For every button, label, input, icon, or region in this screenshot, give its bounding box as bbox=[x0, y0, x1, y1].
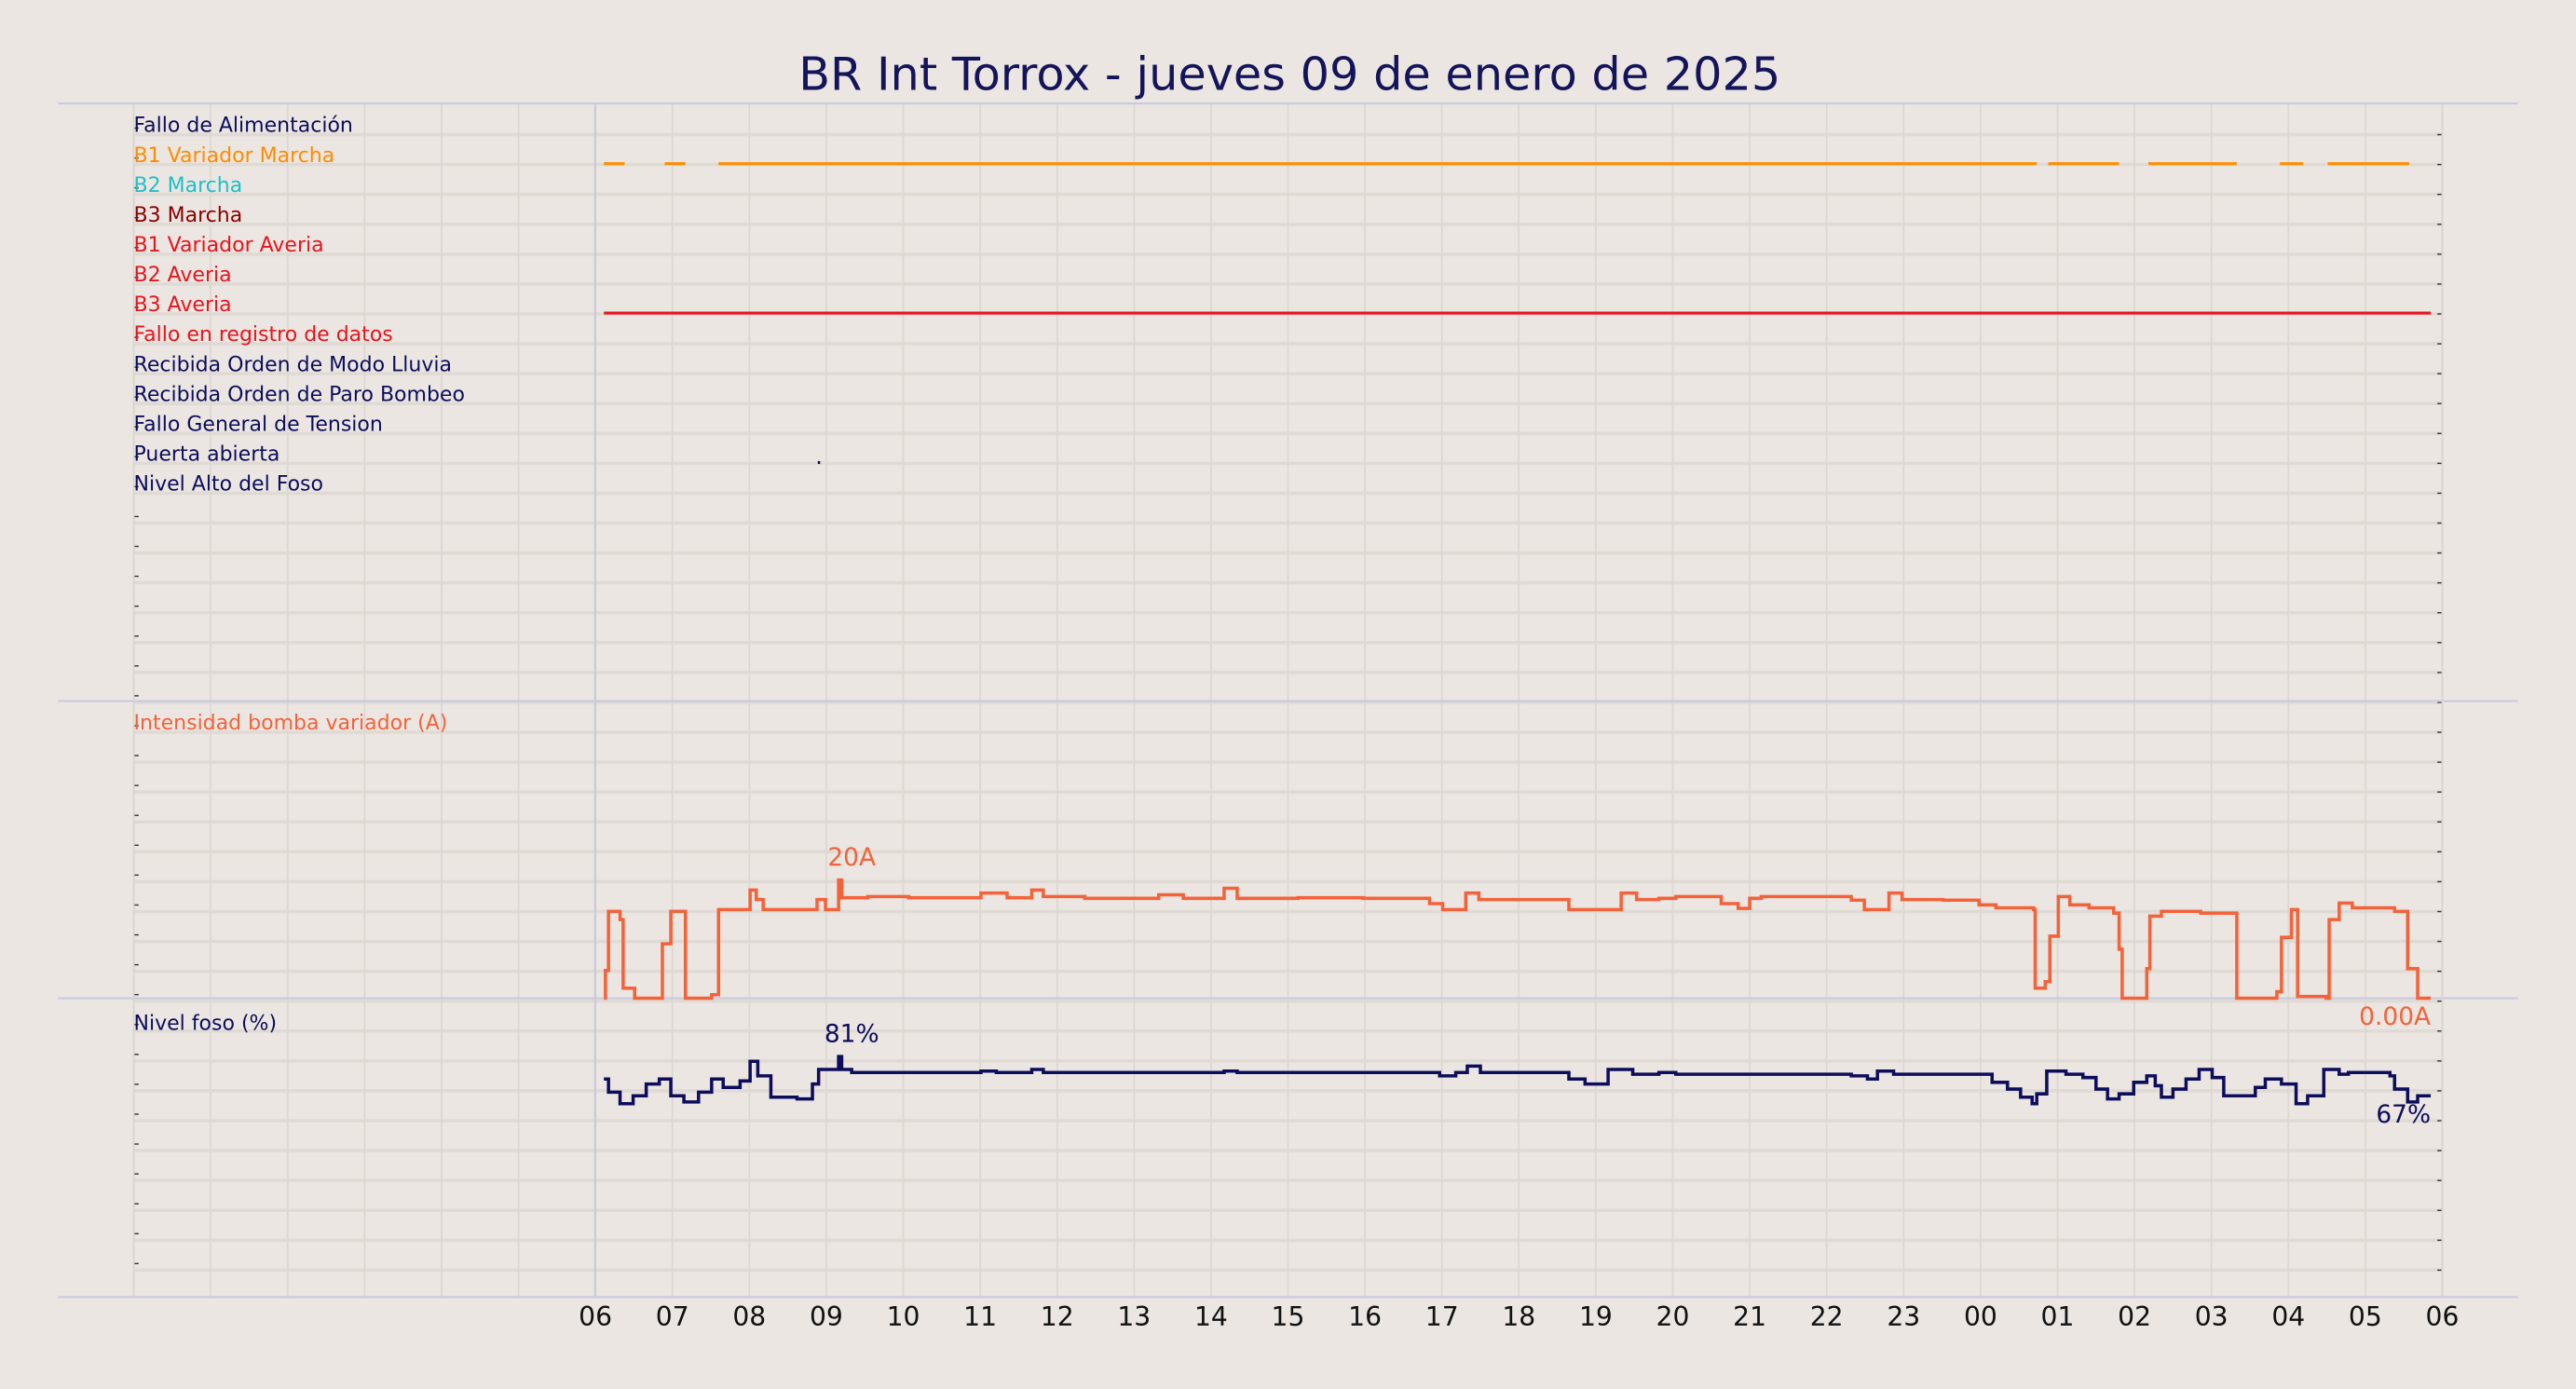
x-tick-label: 15 bbox=[1272, 1301, 1305, 1332]
x-tick-label: 20 bbox=[1656, 1301, 1690, 1332]
signal-label: B2 Marcha bbox=[134, 174, 243, 197]
x-tick-label: 13 bbox=[1117, 1301, 1151, 1332]
x-tick-label: 02 bbox=[2118, 1301, 2151, 1332]
x-tick-label: 12 bbox=[1041, 1301, 1074, 1332]
value-label: 0.00A bbox=[2359, 1002, 2431, 1031]
step-line bbox=[604, 1055, 2432, 1106]
x-tick-label: 04 bbox=[2271, 1301, 2305, 1332]
x-tick-label: 09 bbox=[810, 1301, 843, 1332]
x-tick-label: 22 bbox=[1810, 1301, 1844, 1332]
x-tick-label: 18 bbox=[1502, 1301, 1535, 1332]
signal-label: Nivel Alto del Foso bbox=[134, 473, 323, 497]
panel-label: Nivel foso (%) bbox=[134, 1013, 278, 1036]
x-tick-label: 08 bbox=[732, 1301, 766, 1332]
x-tick-label: 07 bbox=[656, 1301, 689, 1332]
x-tick-label: 01 bbox=[2041, 1301, 2075, 1332]
signal-label: Recibida Orden de Modo Lluvia bbox=[134, 353, 453, 376]
value-label: 20A bbox=[827, 843, 876, 872]
x-tick-label: 19 bbox=[1579, 1301, 1613, 1332]
x-tick-label: 00 bbox=[1964, 1301, 1997, 1332]
chart-title: BR Int Torrox - jueves 09 de enero de 20… bbox=[798, 47, 1780, 101]
x-tick-label: 23 bbox=[1887, 1301, 1920, 1332]
value-label: 81% bbox=[825, 1020, 879, 1049]
x-tick-label: 10 bbox=[887, 1301, 920, 1332]
x-tick-label: 06 bbox=[2426, 1301, 2460, 1332]
x-tick-label: 05 bbox=[2349, 1301, 2382, 1332]
x-tick-label: 17 bbox=[1425, 1301, 1459, 1332]
signal-label: B3 Averia bbox=[134, 293, 232, 317]
x-tick-label: 11 bbox=[963, 1301, 997, 1332]
signal-label: Fallo General de Tension bbox=[134, 413, 383, 436]
x-tick-label: 21 bbox=[1733, 1301, 1766, 1332]
signal-label: Puerta abierta bbox=[134, 443, 280, 467]
x-tick-label: 03 bbox=[2195, 1301, 2228, 1332]
signal-label: Fallo en registro de datos bbox=[134, 323, 393, 347]
signal-label: B2 Averia bbox=[134, 264, 232, 287]
x-tick-label: 16 bbox=[1348, 1301, 1382, 1332]
panel-label: Intensidad bomba variador (A) bbox=[134, 712, 448, 735]
signal-label: Recibida Orden de Paro Bombeo bbox=[134, 383, 465, 406]
x-tick-label: 14 bbox=[1194, 1301, 1228, 1332]
step-line bbox=[604, 878, 2432, 1001]
x-tick-label: 06 bbox=[579, 1301, 612, 1332]
signal-label: B1 Variador Marcha bbox=[134, 144, 335, 168]
signal-label: Fallo de Alimentación bbox=[134, 115, 353, 138]
signal-label: B1 Variador Averia bbox=[134, 234, 324, 257]
value-label: 67% bbox=[2376, 1100, 2431, 1129]
signal-label: B3 Marcha bbox=[134, 204, 243, 227]
